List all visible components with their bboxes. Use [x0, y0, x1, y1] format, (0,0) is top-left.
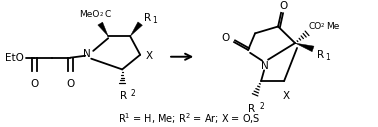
Text: 2: 2: [259, 102, 264, 111]
Polygon shape: [98, 22, 108, 36]
Text: N: N: [261, 61, 269, 72]
Text: X: X: [282, 91, 290, 101]
Text: MeO: MeO: [79, 10, 99, 19]
Text: O: O: [30, 79, 39, 89]
Text: 1: 1: [325, 53, 330, 62]
Text: $_2$: $_2$: [99, 10, 104, 19]
Text: 1: 1: [152, 16, 157, 25]
Text: $_2$: $_2$: [320, 21, 325, 30]
Text: R: R: [248, 104, 255, 114]
Text: C: C: [104, 10, 110, 19]
Text: CO: CO: [308, 22, 321, 31]
Polygon shape: [295, 43, 314, 52]
Text: Me: Me: [326, 22, 339, 31]
Text: N: N: [83, 49, 91, 59]
Text: R: R: [144, 13, 151, 23]
Text: R: R: [119, 91, 127, 101]
Text: EtO: EtO: [5, 53, 24, 63]
Text: O: O: [66, 79, 74, 89]
Text: O: O: [279, 1, 287, 11]
Text: R$^1$ = H, Me; R$^2$ = Ar; X = O,S: R$^1$ = H, Me; R$^2$ = Ar; X = O,S: [118, 111, 260, 126]
Text: R: R: [317, 50, 324, 60]
Polygon shape: [130, 22, 143, 36]
Text: X: X: [146, 51, 153, 61]
Text: 2: 2: [130, 89, 135, 98]
Text: O: O: [221, 33, 229, 43]
